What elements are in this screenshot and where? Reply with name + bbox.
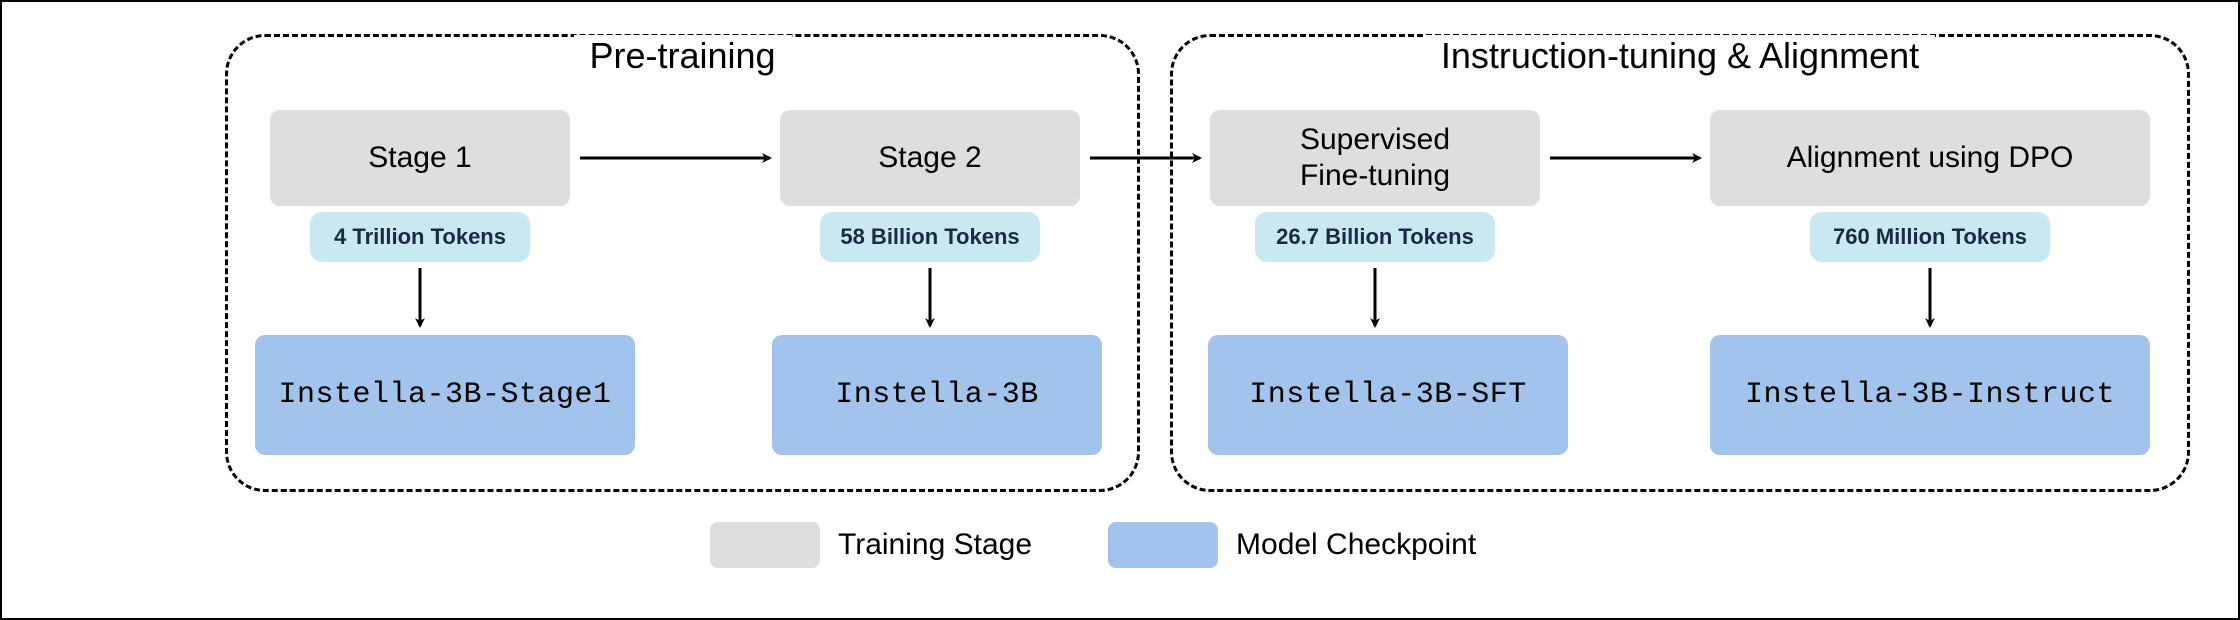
legend: Training Stage Model Checkpoint [710, 522, 1476, 568]
checkpoint-instruct: Instella-3B-Instruct [1710, 335, 2150, 455]
stage-1-box: Stage 1 [270, 110, 570, 206]
token-badge-stage2: 58 Billion Tokens [820, 212, 1040, 262]
legend-swatch-model-checkpoint [1108, 522, 1218, 568]
token-badge-stage1: 4 Trillion Tokens [310, 212, 530, 262]
legend-swatch-training-stage [710, 522, 820, 568]
legend-label-model-checkpoint: Model Checkpoint [1236, 528, 1476, 562]
panel-title-pretraining: Pre-training [573, 35, 791, 77]
checkpoint-3b: Instella-3B [772, 335, 1102, 455]
stage-dpo-box: Alignment using DPO [1710, 110, 2150, 206]
token-badge-dpo: 760 Million Tokens [1810, 212, 2050, 262]
stage-2-box: Stage 2 [780, 110, 1080, 206]
panel-title-alignment: Instruction-tuning & Alignment [1425, 35, 1935, 77]
legend-label-training-stage: Training Stage [838, 528, 1032, 562]
checkpoint-sft: Instella-3B-SFT [1208, 335, 1568, 455]
token-badge-sft: 26.7 Billion Tokens [1255, 212, 1495, 262]
stage-sft-box: SupervisedFine-tuning [1210, 110, 1540, 206]
checkpoint-stage1: Instella-3B-Stage1 [255, 335, 635, 455]
